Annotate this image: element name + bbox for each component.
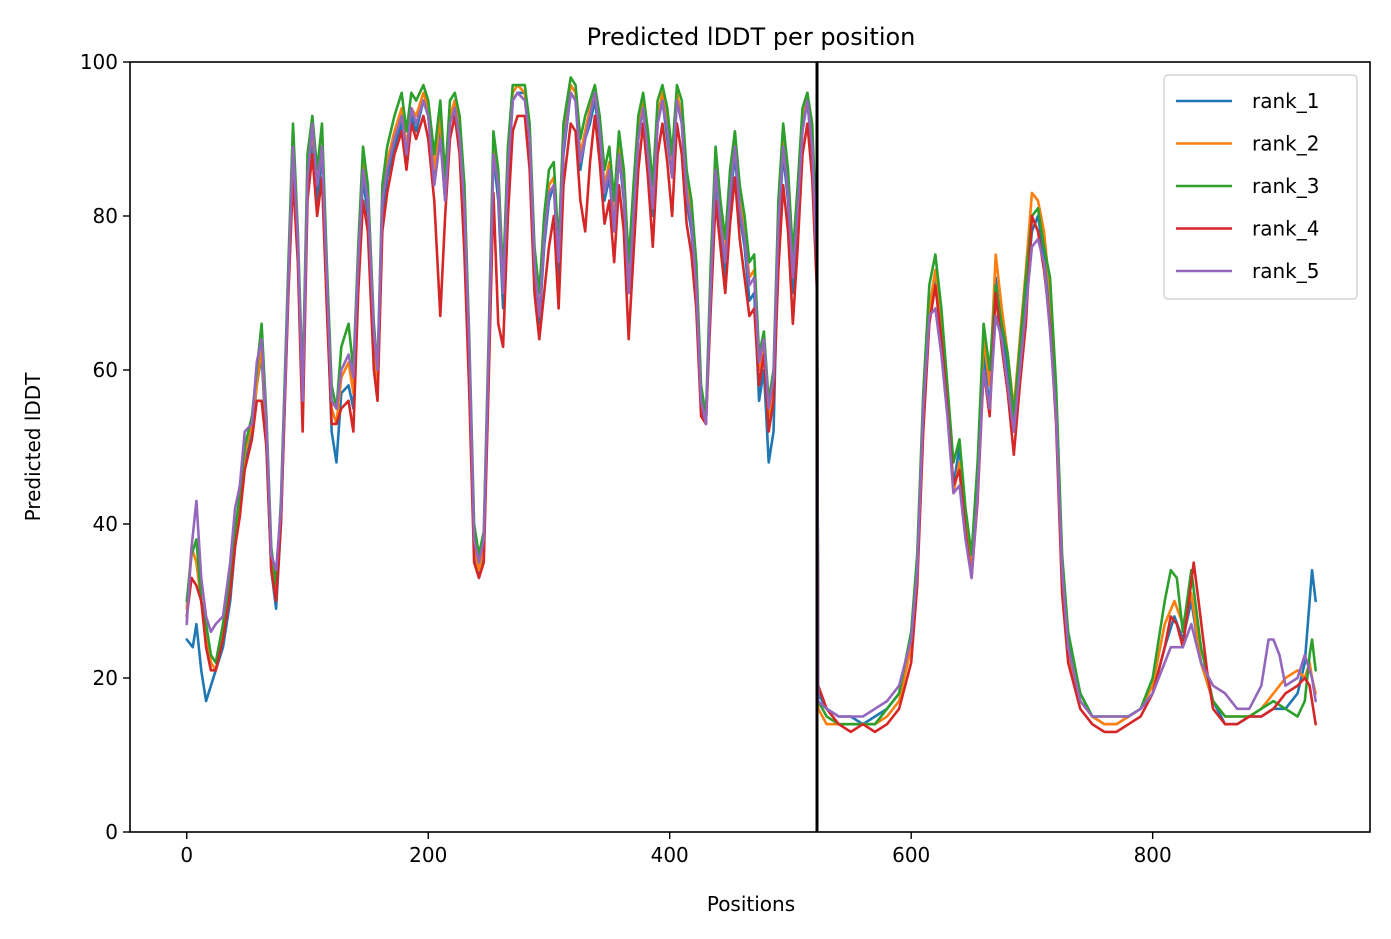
y-tick-label: 40 <box>93 512 118 536</box>
x-tick-label: 400 <box>651 843 689 867</box>
legend-label-rank-1: rank_1 <box>1252 89 1319 113</box>
series-line-rank-3 <box>185 76 1317 726</box>
plot-frame <box>129 61 1371 833</box>
y-axis-title: Predicted lDDT <box>21 372 45 522</box>
x-tick-label: 600 <box>892 843 930 867</box>
series-line-rank-5 <box>185 91 1317 718</box>
legend-label-rank-5: rank_5 <box>1252 259 1319 283</box>
x-axis: 0 200 400 600 800 <box>180 832 1172 867</box>
x-tick-label: 800 <box>1134 843 1172 867</box>
x-tick-label: 200 <box>409 843 447 867</box>
legend: rank_1 rank_2 rank_3 rank_4 rank_5 <box>1163 74 1358 300</box>
x-axis-title: Positions <box>707 892 795 916</box>
legend-label-rank-4: rank_4 <box>1252 217 1319 241</box>
legend-label-rank-3: rank_3 <box>1252 174 1319 198</box>
y-tick-label: 60 <box>93 358 118 382</box>
legend-items: rank_1 rank_2 rank_3 rank_4 rank_5 <box>1176 89 1319 283</box>
chart-title: Predicted lDDT per position <box>587 23 916 51</box>
legend-label-rank-2: rank_2 <box>1252 132 1319 156</box>
series-layer <box>185 76 1317 734</box>
y-axis: 0 20 40 60 80 100 <box>80 50 130 844</box>
plot-area <box>129 61 1371 833</box>
x-tick-label: 0 <box>180 843 193 867</box>
y-tick-label: 80 <box>93 204 118 228</box>
y-tick-label: 0 <box>105 820 118 844</box>
y-tick-label: 20 <box>93 666 118 690</box>
y-tick-label: 100 <box>80 50 118 74</box>
legend-frame <box>1163 74 1358 300</box>
